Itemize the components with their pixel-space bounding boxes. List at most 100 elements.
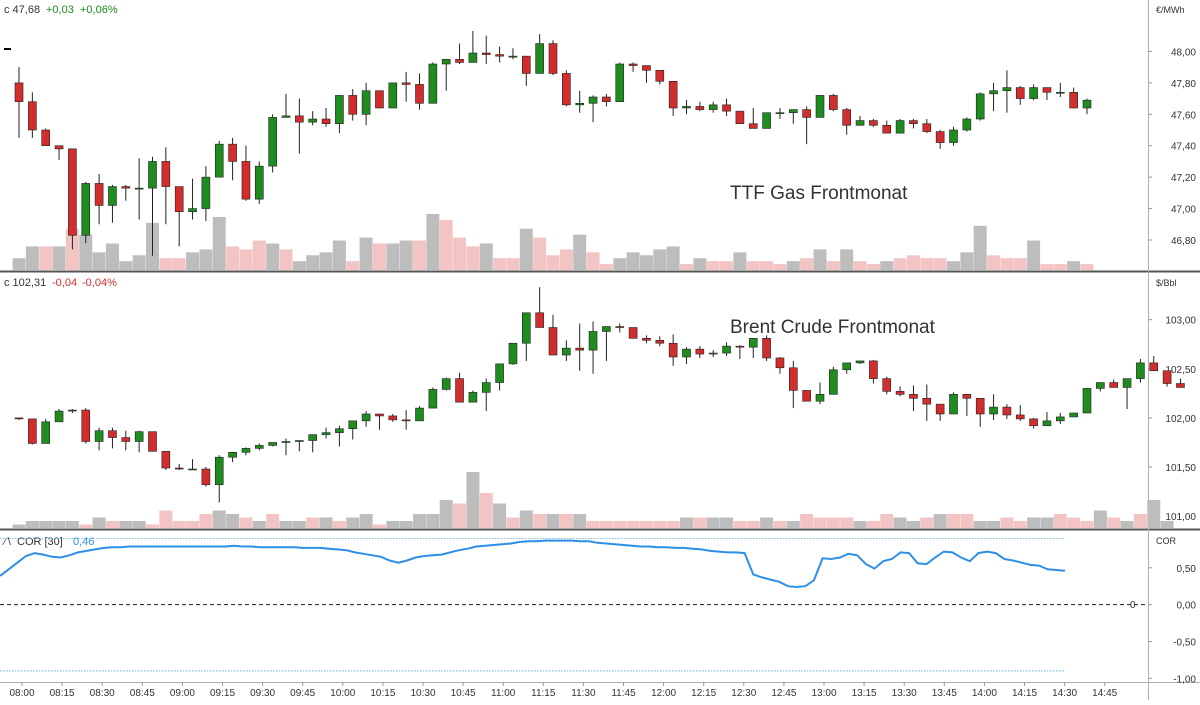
cor-legend-value: 0,46 <box>73 536 94 548</box>
brent-volume-bar <box>893 517 907 528</box>
brent-volume-bar <box>1000 517 1014 528</box>
ttf-volume-bar <box>266 243 280 270</box>
ttf-candle-body <box>895 120 905 134</box>
ttf-volume-bar <box>773 264 787 270</box>
brent-volume-bar <box>853 521 867 528</box>
brent-volume-bar <box>813 517 827 528</box>
ttf-volume-bar <box>252 240 266 270</box>
ttf-volume-bar <box>960 252 974 270</box>
brent-volume-bar <box>800 514 814 528</box>
brent-volume-bar <box>626 521 640 528</box>
brent-volume-bar <box>279 521 293 528</box>
time-tick-label: 12:15 <box>691 688 716 699</box>
brent-volume-bar <box>519 510 533 528</box>
time-tick-label: 14:15 <box>1012 688 1037 699</box>
ttf-candle-body <box>922 123 932 132</box>
ttf-volume-bar <box>426 214 440 270</box>
ttf-candle-body <box>949 129 958 143</box>
brent-price-tick-label: 101,00 <box>1165 512 1196 523</box>
brent-volume-bar <box>346 517 360 528</box>
brent-candle-body <box>81 409 91 442</box>
brent-volume-bar <box>760 517 774 528</box>
brent-volume-bar <box>506 517 520 528</box>
brent-price-tick-label: 103,00 <box>1165 316 1196 327</box>
brent-volume-bar <box>52 521 66 528</box>
ttf-volume-bar <box>1067 261 1081 270</box>
brent-candle-body <box>415 407 424 422</box>
ttf-plot: 48,00 47,80 47,60 47,40 47,20 47,00 46,80 <box>12 31 1196 270</box>
time-tick-label: 10:00 <box>330 688 355 699</box>
brent-volume-bar <box>226 514 240 528</box>
brent-legend-change-pct: -0,04% <box>82 277 117 289</box>
brent-candle-body <box>815 394 825 402</box>
ttf-candle-body <box>575 102 585 106</box>
time-tick-label: 10:45 <box>451 688 476 699</box>
brent-volume-bar <box>1027 517 1041 528</box>
ttf-volume-bar <box>533 237 547 270</box>
ttf-candle-body <box>615 63 625 103</box>
brent-candle-body <box>375 413 384 417</box>
cor-indicator-icon: ∕∖ <box>1 537 12 548</box>
ttf-volume-bar <box>693 258 707 270</box>
ttf-candle-body <box>188 208 197 213</box>
ttf-candle-body <box>535 43 544 74</box>
time-tick-label: 14:45 <box>1092 688 1117 699</box>
brent-candle-body <box>228 452 237 458</box>
brent-candle-body <box>1176 383 1185 388</box>
brent-volume-bar <box>1053 514 1067 528</box>
ttf-volume-bar <box>880 261 894 270</box>
ttf-volume-bar <box>92 252 106 270</box>
ttf-candle-body <box>241 161 251 200</box>
ttf-candle-body <box>441 58 451 65</box>
ttf-candle-body <box>708 104 718 110</box>
brent-candle-body <box>121 437 131 442</box>
ttf-price-tick-label: 47,60 <box>1171 110 1196 121</box>
brent-volume-bar <box>720 517 734 528</box>
time-tick-label: 13:30 <box>892 688 917 699</box>
time-tick-label: 13:15 <box>852 688 877 699</box>
brent-candle-body <box>949 394 958 415</box>
brent-volume-bar <box>39 521 53 528</box>
ttf-volume-bar <box>1040 264 1054 270</box>
ttf-volume-bar <box>79 234 93 270</box>
brent-volume-bar <box>1160 521 1174 528</box>
brent-volume-bar <box>1013 521 1027 528</box>
ttf-volume-bar <box>12 258 26 270</box>
time-tick-label: 12:30 <box>731 688 756 699</box>
ttf-volume-bar <box>987 255 1001 270</box>
time-tick-label: 12:00 <box>651 688 676 699</box>
ttf-volume-bar <box>947 261 960 270</box>
brent-candle-body <box>335 428 344 433</box>
brent-candle-body <box>68 409 77 412</box>
ttf-volume-bar <box>1013 258 1027 270</box>
ttf-volume-bar <box>626 252 640 270</box>
brent-candle-body <box>161 451 171 469</box>
ttf-volume-bar <box>453 237 467 270</box>
ttf-candle-body <box>869 120 878 126</box>
brent-candle-body <box>41 421 51 444</box>
brent-price-tick-label: 102,50 <box>1165 365 1196 376</box>
brent-volume-bar <box>706 517 720 528</box>
brent-candle-body <box>1069 412 1078 418</box>
brent-candle-body <box>28 418 37 444</box>
brent-volume-bar <box>439 500 453 528</box>
ttf-candle-body <box>521 55 531 74</box>
ttf-volume-bar <box>105 243 119 270</box>
ttf-volume-bar <box>573 234 587 270</box>
brent-volume-bar <box>319 517 333 528</box>
ttf-candle-body <box>348 95 358 115</box>
brent-volume-bar <box>413 514 426 528</box>
brent-legend-label: c 102,31 <box>4 277 46 289</box>
ttf-candle-body <box>508 55 518 58</box>
brent-candle-body <box>521 312 531 344</box>
brent-volume-bar <box>920 517 934 528</box>
ttf-volume-bar <box>733 252 747 270</box>
brent-volume-bar <box>12 524 26 528</box>
ttf-volume-bar <box>786 261 800 270</box>
ttf-candle-body <box>134 187 144 190</box>
brent-volume-bar <box>1067 517 1081 528</box>
ttf-candle-body <box>455 58 464 63</box>
brent-candle-body <box>989 406 998 415</box>
ttf-candle-body <box>882 124 892 134</box>
